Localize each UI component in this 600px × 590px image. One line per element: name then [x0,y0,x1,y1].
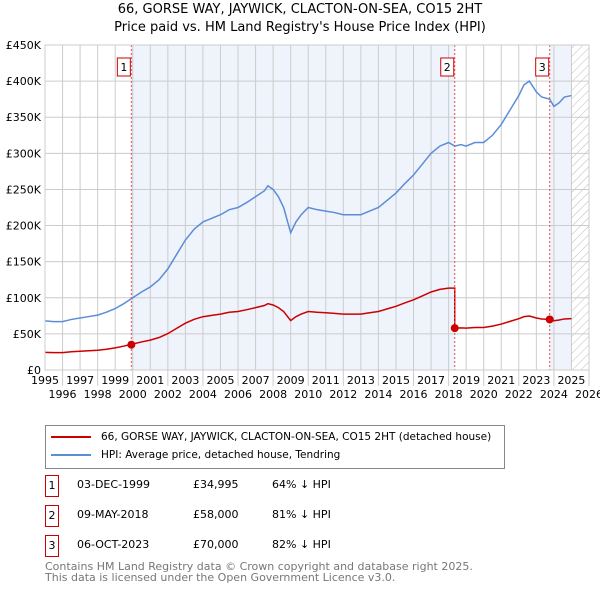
x-tick-label: 2003 [171,374,199,387]
x-tick-label: 2006 [224,388,252,401]
sale-marker: 2 [45,505,59,527]
sale-hpi-diff: 81% ↓ HPI [272,508,331,521]
legend: 66, GORSE WAY, JAYWICK, CLACTON-ON-SEA, … [45,425,505,469]
sale-date: 09-MAY-2018 [77,508,149,521]
sale-label-box [440,57,455,77]
sale-point [450,324,459,333]
x-tick-label: 2021 [487,374,515,387]
sale-price: £58,000 [193,508,239,521]
x-tick-label: 2024 [540,388,568,401]
sale-price: £70,000 [193,538,239,551]
x-tick-label: 2016 [400,388,428,401]
x-tick-label: 2025 [557,374,585,387]
sale-label: 3 [539,61,546,74]
x-tick-label: 2012 [329,388,357,401]
x-tick-label: 2017 [417,374,445,387]
future-hatch [571,45,589,370]
sale-marker: 3 [45,535,59,557]
footer: Contains HM Land Registry data © Crown c… [45,561,473,583]
plot-area: 1995199619971998199920002001200220032004… [6,39,600,401]
x-tick-label: 2007 [242,374,270,387]
footer-line: This data is licensed under the Open Gov… [45,571,396,584]
x-tick-label: 2011 [312,374,340,387]
y-tick-label: £200K [6,220,42,233]
x-tick-label: 2019 [452,374,480,387]
y-tick-label: £350K [6,111,42,124]
legend-label-property: 66, GORSE WAY, JAYWICK, CLACTON-ON-SEA, … [101,431,492,443]
sale-date: 03-DEC-1999 [77,478,151,491]
sale-label: 2 [444,61,451,74]
x-tick-label: 1996 [49,388,77,401]
x-tick-label: 2002 [154,388,182,401]
sale-label: 1 [120,61,127,74]
legend-swatch-red [51,436,91,438]
sale-marker: 1 [45,475,59,497]
legend-swatch-blue [51,454,91,456]
sale-price: £34,995 [193,478,239,491]
x-tick-label: 2020 [470,388,498,401]
y-tick-label: £400K [6,75,42,88]
x-tick-label: 1997 [66,374,94,387]
sale-row: 3 06-OCT-2023 £70,000 82% ↓ HPI [45,535,445,557]
y-tick-label: £0 [27,364,41,377]
sale-label-box [535,57,550,77]
x-tick-label: 2015 [382,374,410,387]
x-tick-label: 2000 [119,388,147,401]
sale-row: 1 03-DEC-1999 £34,995 64% ↓ HPI [45,475,445,497]
hpi-line [44,80,572,323]
footer-line: Contains HM Land Registry data © Crown c… [45,560,473,573]
x-tick-label: 2026 [575,388,600,401]
plot-border [44,44,590,371]
price-paid-line [44,287,572,354]
y-tick-label: £450K [6,39,42,52]
y-tick-label: £100K [6,292,42,305]
shaded-ownership-1 [131,45,455,370]
sale-hpi-diff: 64% ↓ HPI [272,478,331,491]
x-tick-label: 2005 [206,374,234,387]
x-tick-label: 1995 [31,374,59,387]
y-tick-label: £300K [6,147,42,160]
sale-date: 06-OCT-2023 [77,538,150,551]
shaded-ownership-3 [549,45,572,370]
legend-label-hpi: HPI: Average price, detached house, Tend… [101,449,341,461]
x-tick-label: 2023 [522,374,550,387]
x-tick-label: 2013 [347,374,375,387]
x-tick-label: 2008 [259,388,287,401]
x-tick-label: 1999 [101,374,129,387]
x-tick-label: 2014 [364,388,392,401]
sale-row: 2 09-MAY-2018 £58,000 81% ↓ HPI [45,505,445,527]
sale-point [545,315,554,324]
sale-label-box [116,57,131,77]
sale-hpi-diff: 82% ↓ HPI [272,538,331,551]
y-tick-label: £50K [13,328,42,341]
x-tick-label: 2022 [505,388,533,401]
chart-title: 66, GORSE WAY, JAYWICK, CLACTON-ON-SEA, … [117,2,483,17]
sale-point [127,340,136,349]
x-tick-label: 1998 [84,388,112,401]
x-tick-label: 2010 [294,388,322,401]
x-tick-label: 2009 [277,374,305,387]
y-tick-label: £150K [6,256,42,269]
y-tick-label: £250K [6,183,42,196]
chart-subtitle: Price paid vs. HM Land Registry's House … [114,20,486,35]
x-tick-label: 2018 [435,388,463,401]
x-tick-label: 2001 [136,374,164,387]
x-tick-label: 2004 [189,388,217,401]
